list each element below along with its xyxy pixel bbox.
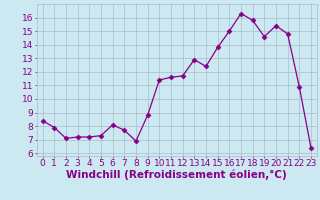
X-axis label: Windchill (Refroidissement éolien,°C): Windchill (Refroidissement éolien,°C) [67,170,287,180]
